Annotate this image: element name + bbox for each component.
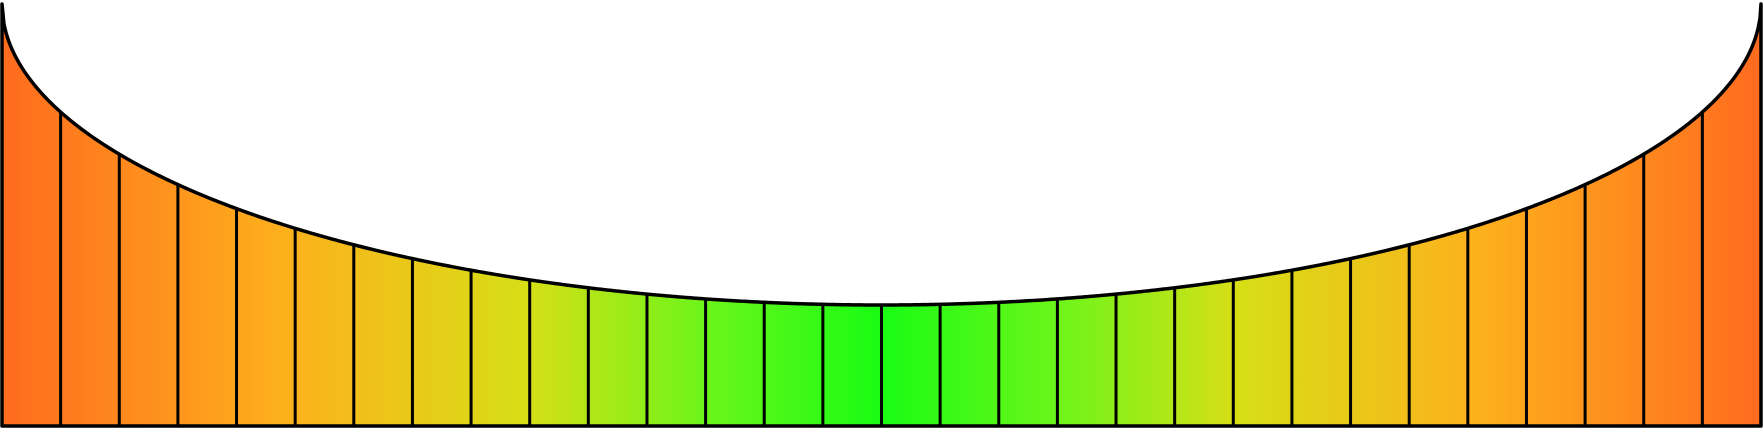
band-dividers xyxy=(59,112,1704,426)
